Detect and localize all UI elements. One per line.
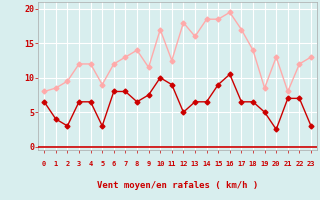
X-axis label: Vent moyen/en rafales ( km/h ): Vent moyen/en rafales ( km/h ) <box>97 181 258 190</box>
